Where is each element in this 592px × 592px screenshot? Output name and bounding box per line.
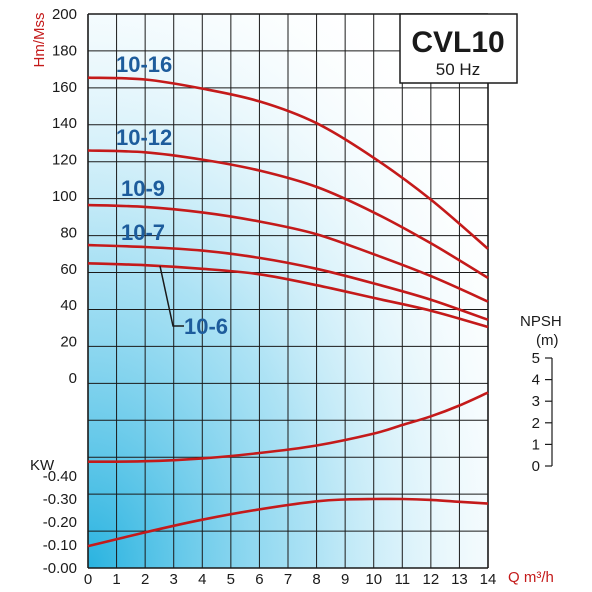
x-tick-label: 6 — [255, 571, 263, 588]
x-tick-label: 11 — [394, 571, 410, 588]
power-tick-label: -0.00 — [43, 560, 77, 577]
x-tick-label: 8 — [312, 571, 320, 588]
head-tick-label: 200 — [52, 6, 77, 23]
head-tick-label: 0 — [69, 370, 77, 387]
npsh-tick-label: 5 — [532, 350, 540, 367]
x-tick-label: 7 — [284, 571, 292, 588]
x-tick-label: 0 — [84, 571, 92, 588]
x-tick-label: 14 — [480, 571, 497, 588]
power-tick-label: -0.40 — [43, 468, 77, 485]
head-tick-label: 40 — [60, 297, 77, 314]
curves — [87, 76, 489, 548]
x-axis-title: Q m³/h — [508, 569, 554, 586]
x-tick-label: 2 — [141, 571, 149, 588]
head-tick-label: 180 — [52, 42, 77, 59]
x-tick-label: 1 — [112, 571, 120, 588]
npsh-tick-label: 2 — [532, 415, 540, 432]
npsh-axis-title: NPSH — [520, 313, 562, 330]
tick-labels: 543210200180160140120100806040200-0.40-0… — [43, 6, 553, 588]
x-tick-label: 3 — [170, 571, 178, 588]
power-axis-title: KW — [30, 457, 55, 474]
x-tick-label: 4 — [198, 571, 206, 588]
x-tick-label: 5 — [227, 571, 235, 588]
x-tick-label: 13 — [451, 571, 468, 588]
power-tick-label: -0.20 — [43, 514, 77, 531]
npsh-tick-label: 4 — [532, 372, 540, 389]
head-axis-title: Hm/Mss — [31, 13, 48, 68]
model-name: CVL10 — [411, 26, 504, 59]
head-tick-label: 20 — [60, 334, 77, 351]
npsh-curve — [87, 391, 489, 463]
curve-label-10-7: 10-7 — [121, 220, 165, 245]
x-tick-label: 12 — [423, 571, 440, 588]
head-curve-10-9 — [87, 203, 489, 303]
curve-label-10-9: 10-9 — [121, 176, 165, 201]
head-curve-10-7 — [87, 243, 489, 322]
curve-label-10-12: 10-12 — [116, 125, 172, 150]
model-box: CVL10 50 Hz — [399, 13, 518, 84]
x-tick-label: 10 — [365, 571, 382, 588]
head-tick-label: 140 — [52, 115, 77, 132]
head-curve-10-6 — [87, 262, 489, 329]
curve-label-10-6-leader — [159, 265, 184, 327]
power-tick-label: -0.30 — [43, 491, 77, 508]
curve-label-10-6: 10-6 — [184, 314, 228, 339]
npsh-axis-unit: (m) — [536, 332, 559, 349]
x-tick-label: 9 — [341, 571, 349, 588]
head-curve-10-16 — [87, 76, 489, 250]
npsh-tick-label: 0 — [532, 458, 540, 475]
head-tick-label: 120 — [52, 152, 77, 169]
npsh-tick-label: 1 — [532, 436, 540, 453]
curve-label-10-16: 10-16 — [116, 52, 172, 77]
head-tick-label: 80 — [60, 224, 77, 241]
head-tick-label: 100 — [52, 188, 77, 205]
power-tick-label: -0.10 — [43, 537, 77, 554]
frequency-label: 50 Hz — [436, 60, 480, 79]
npsh-tick-label: 3 — [532, 393, 540, 410]
head-tick-label: 160 — [52, 79, 77, 96]
power-curve — [87, 497, 489, 548]
head-tick-label: 60 — [60, 261, 77, 278]
head-curve-10-12 — [87, 149, 489, 280]
